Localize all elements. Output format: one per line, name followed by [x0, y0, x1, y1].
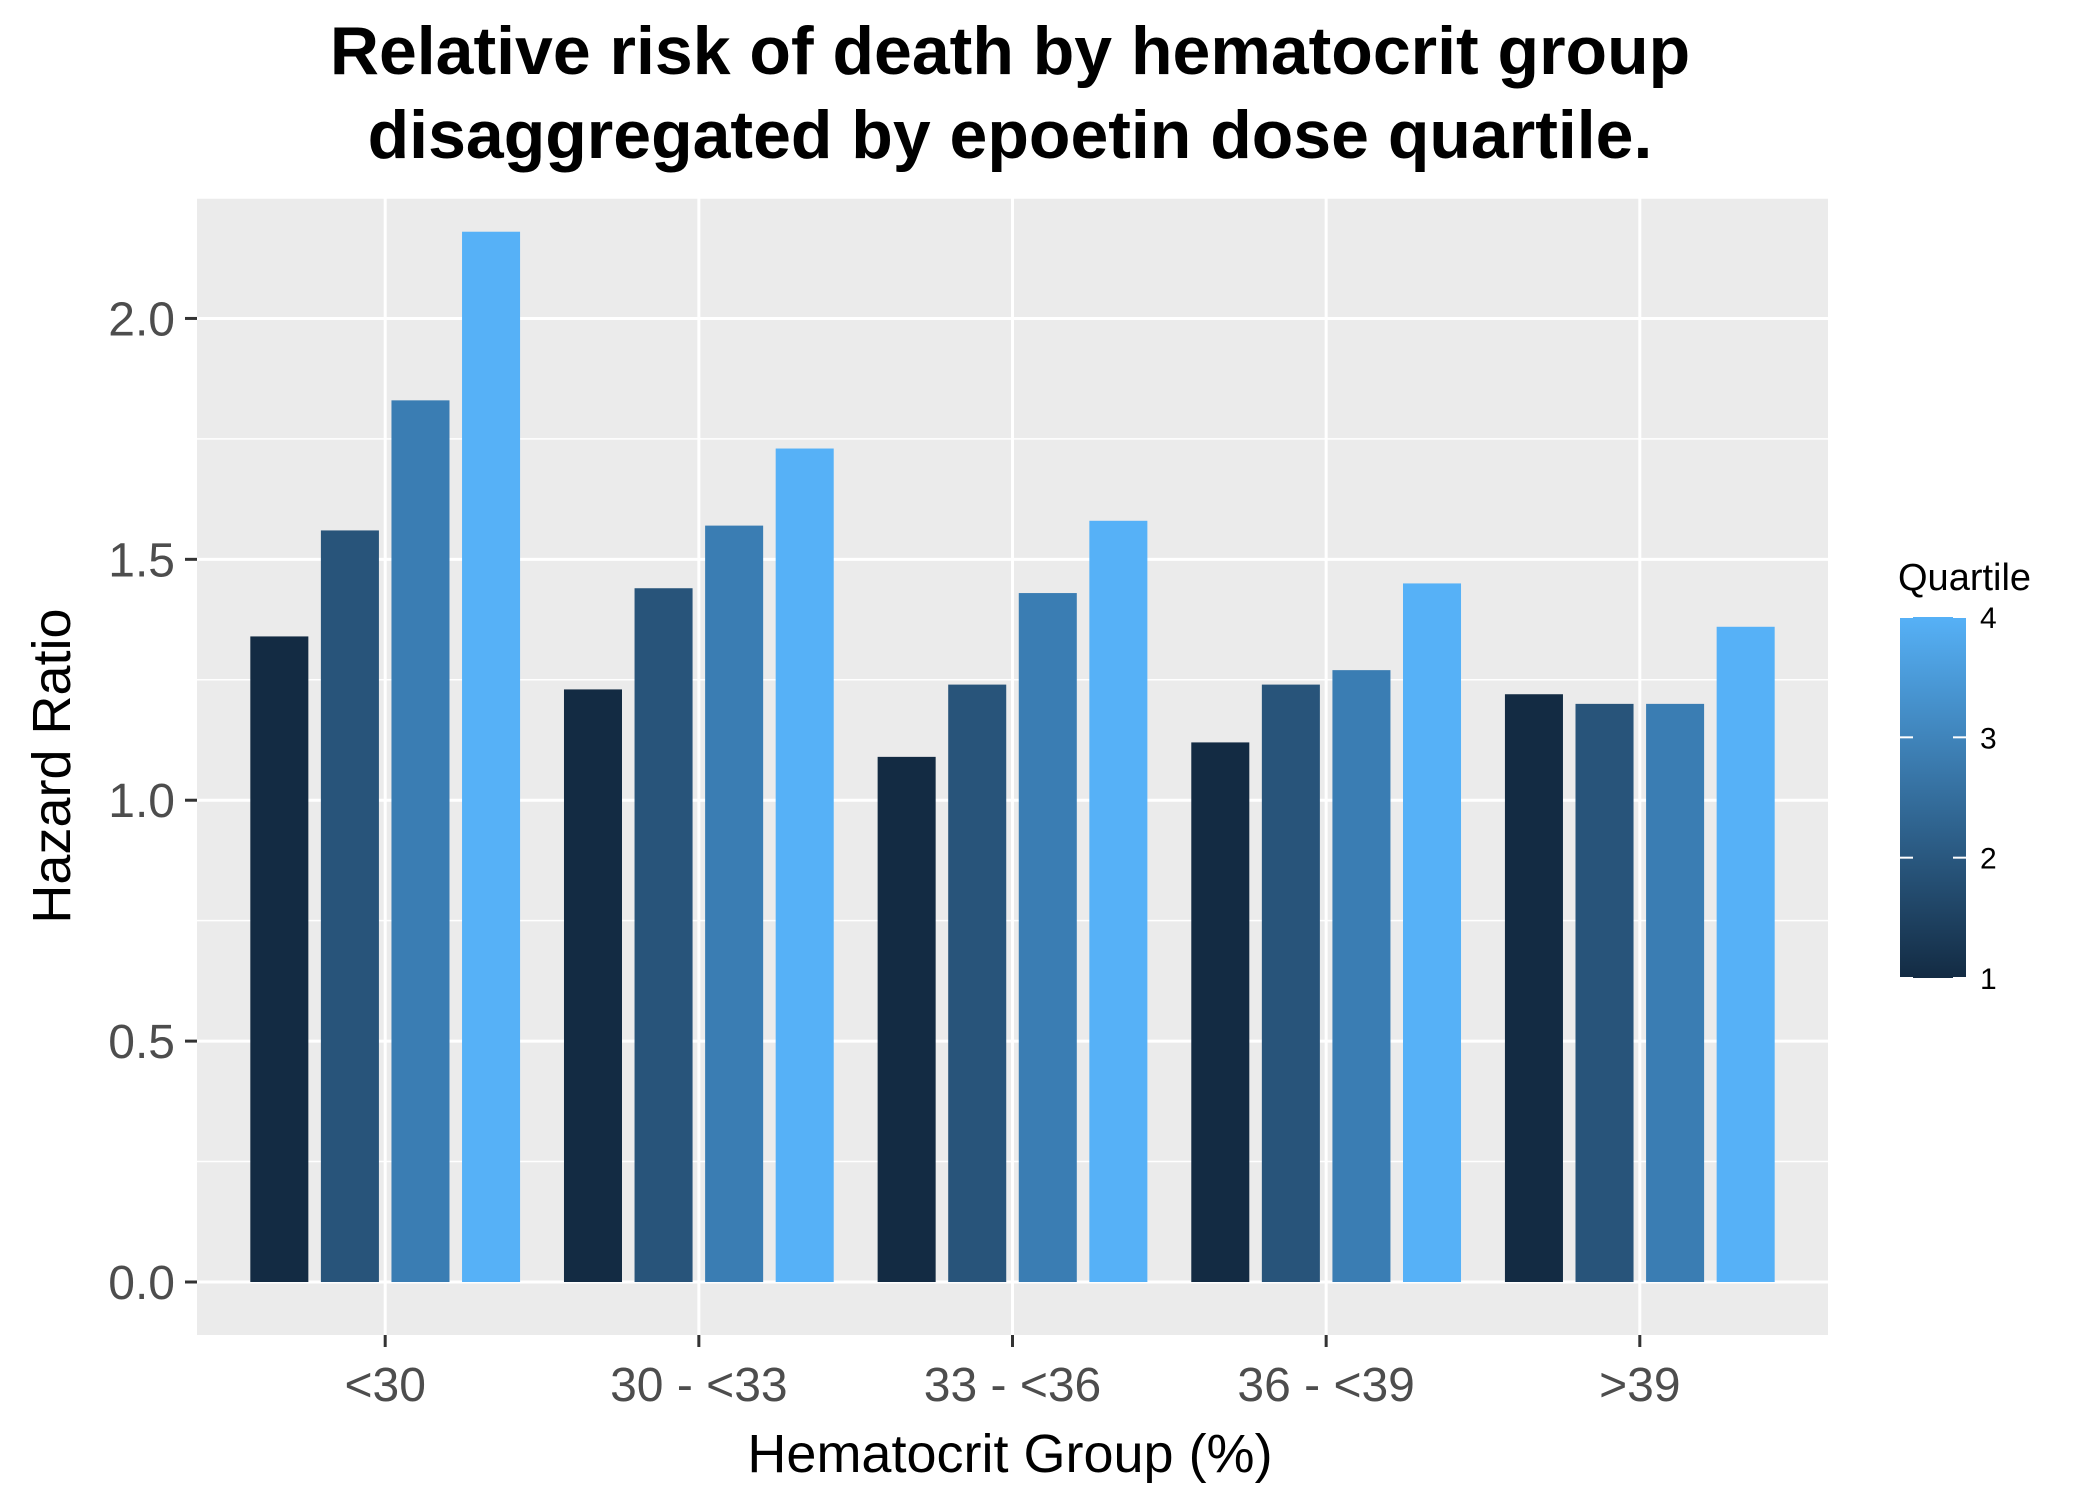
bar-q3-5 — [1646, 703, 1705, 1283]
legend-title: Quartile — [1898, 557, 2031, 599]
bar-q4-4 — [1402, 583, 1462, 1283]
bar-q3-1 — [391, 400, 450, 1283]
y-tick-label: 2.0 — [108, 293, 175, 346]
bar-q2-2 — [634, 588, 693, 1283]
legend-label-4: 4 — [1980, 602, 1997, 635]
x-tick-label: 36 - <39 — [1237, 1359, 1414, 1412]
bars — [250, 231, 1775, 1283]
legend-colorbar — [1900, 617, 1966, 978]
y-axis: 0.0 0.5 1.0 1.5 2.0 — [108, 293, 197, 1310]
bar-q3-4 — [1332, 670, 1391, 1283]
x-tick-label: >39 — [1599, 1359, 1680, 1412]
bar-q1-5 — [1504, 694, 1563, 1283]
y-tick-label: 0.0 — [108, 1257, 175, 1310]
x-tick-label: 30 - <33 — [610, 1359, 787, 1412]
bar-q4-5 — [1716, 626, 1775, 1283]
bar-q2-4 — [1261, 684, 1320, 1283]
bar-q2-3 — [948, 684, 1007, 1283]
legend: Quartile 1 2 3 4 — [1898, 557, 2031, 996]
bar-q1-2 — [563, 689, 623, 1283]
legend-label-2: 2 — [1980, 843, 1997, 876]
y-axis-title: Hazard Ratio — [22, 608, 82, 923]
x-tick-label: 33 - <36 — [924, 1359, 1101, 1412]
legend-label-1: 1 — [1980, 963, 1997, 996]
chart-title-line-2: disaggregated by epoetin dose quartile. — [368, 97, 1653, 173]
x-tick-label: <30 — [344, 1359, 425, 1412]
bar-q2-5 — [1575, 703, 1634, 1283]
x-axis-title: Hematocrit Group (%) — [747, 1424, 1272, 1484]
y-tick-label: 0.5 — [108, 1016, 175, 1069]
y-tick-label: 1.0 — [108, 775, 175, 828]
bar-q4-2 — [775, 448, 834, 1283]
bar-q4-1 — [462, 231, 521, 1283]
bar-q1-4 — [1191, 742, 1250, 1283]
bar-q1-1 — [250, 636, 309, 1283]
bar-q3-2 — [705, 525, 764, 1283]
y-tick-label: 1.5 — [108, 534, 175, 587]
chart-title-line-1: Relative risk of death by hematocrit gro… — [330, 13, 1690, 89]
bar-q3-3 — [1018, 593, 1077, 1283]
bar-q4-3 — [1089, 520, 1148, 1283]
bar-q1-3 — [877, 756, 936, 1283]
bar-q2-1 — [320, 530, 379, 1283]
legend-label-3: 3 — [1980, 722, 1997, 755]
x-axis: <30 30 - <33 33 - <36 36 - <39 >39 — [344, 1335, 1681, 1412]
